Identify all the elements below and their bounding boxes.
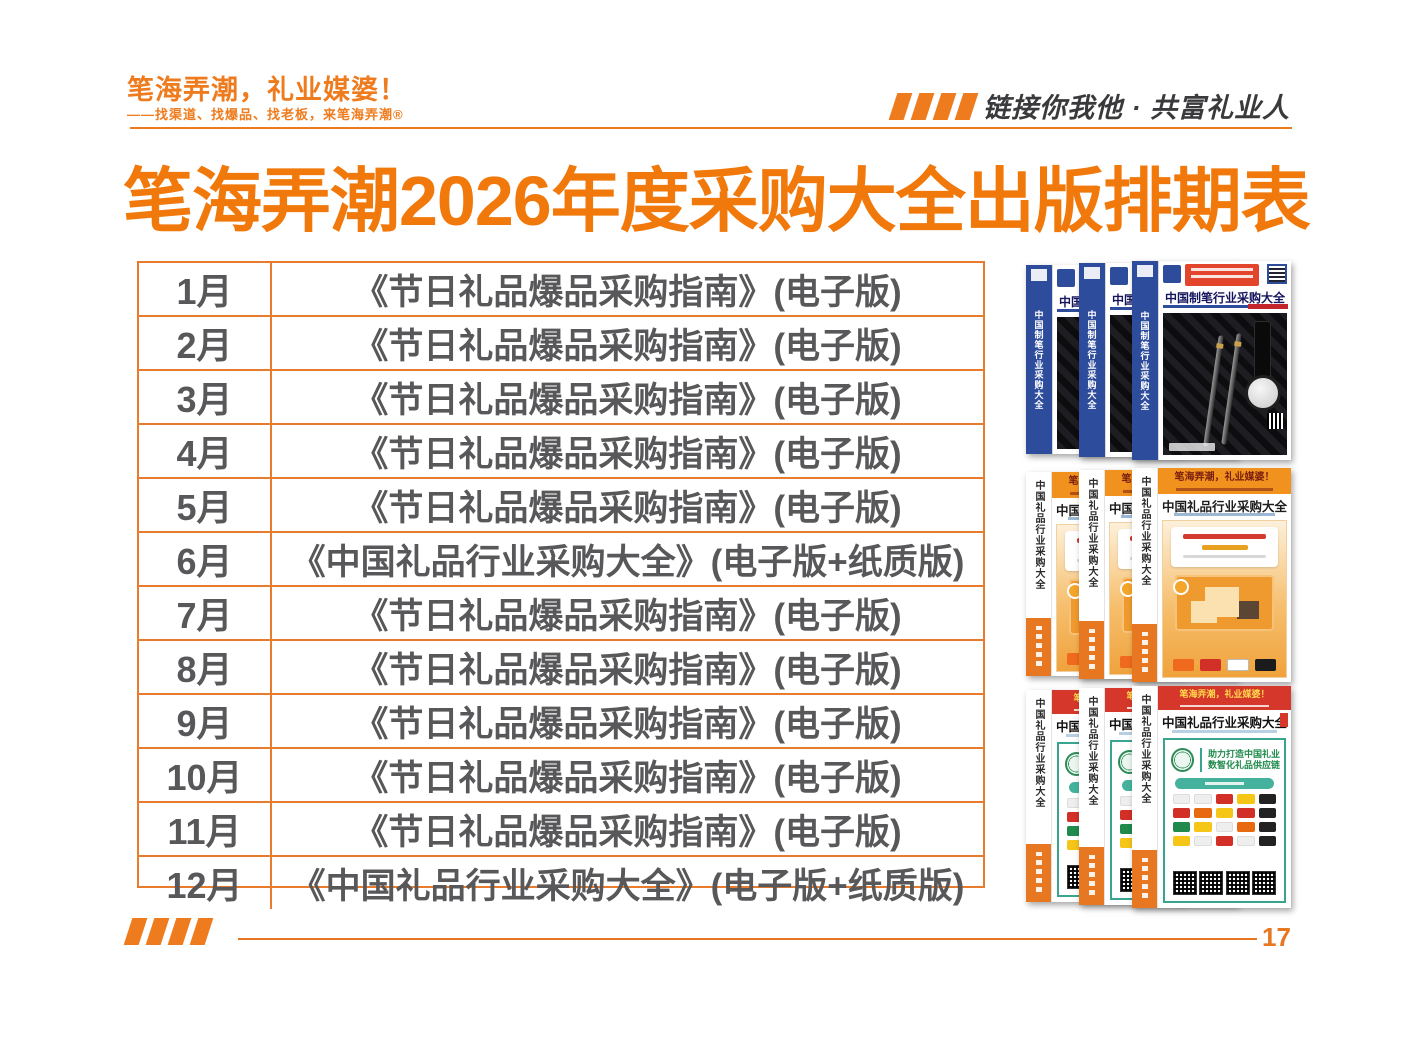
brand-title: 笔海弄潮，礼业媒婆！ <box>127 75 407 105</box>
cover-body <box>1162 520 1287 678</box>
watch-face-graphic <box>1245 375 1281 411</box>
qr-code-icon <box>1267 264 1287 284</box>
book-stack-gift-directory-orange: 中国礼品行业采购大全 笔海弄潮，礼业媒婆！ 中国礼品行业采购大全 中国礼品行业采… <box>1026 468 1291 682</box>
cover-tagline: 助力打造中国礼业 数智化礼品供应链 <box>1207 748 1280 770</box>
cover-title: 中国礼品行业采购大全 <box>1161 500 1287 514</box>
qr-code-icon <box>1173 871 1197 895</box>
book-spine: 中国礼品行业采购大全 <box>1132 468 1158 682</box>
publication-cell: 《节日礼品爆品采购指南》(电子版) <box>272 587 983 641</box>
month-cell: 11月 <box>139 803 272 857</box>
month-cell: 10月 <box>139 749 272 803</box>
brand-subtitle: ——找渠道、找爆品、找老板，来笔海弄潮® <box>127 107 404 122</box>
qr-code-row <box>1173 871 1276 895</box>
publication-cell: 《节日礼品爆品采购指南》(电子版) <box>272 803 983 857</box>
cover-body: 助力打造中国礼业 数智化礼品供应链 <box>1163 738 1286 903</box>
cover-photo <box>1163 313 1287 455</box>
book-spine: 中国礼品行业采购大全 <box>1079 470 1105 679</box>
publication-cell: 《节日礼品爆品采购指南》(电子版) <box>272 749 983 803</box>
book-spine: 中国礼品行业采购大全 <box>1132 686 1158 908</box>
association-logo-icon <box>1171 748 1195 772</box>
publication-cell: 《节日礼品爆品采购指南》(电子版) <box>272 263 983 317</box>
publisher-logo-icon <box>1110 267 1128 285</box>
book-spine: 中国制笔行业采购大全 <box>1132 261 1158 460</box>
brand-logo-grid <box>1173 794 1276 846</box>
month-cell: 5月 <box>139 479 272 533</box>
book-cover: 中国礼品行业采购大全 笔海弄潮，礼业媒婆！ 中国礼品行业采购大全 助力打造中国礼… <box>1132 686 1291 908</box>
month-cell: 4月 <box>139 425 272 479</box>
month-cell: 6月 <box>139 533 272 587</box>
promo-banner <box>1185 264 1259 286</box>
month-cell: 9月 <box>139 695 272 749</box>
header-divider <box>130 127 1292 129</box>
seal-icon <box>1173 579 1189 595</box>
book-spine: 中国制笔行业采购大全 <box>1079 263 1105 457</box>
qr-code-icon <box>1225 871 1250 895</box>
publisher-logo-icon <box>1057 269 1075 287</box>
publication-cell: 《节日礼品爆品采购指南》(电子版) <box>272 695 983 749</box>
book-spine: 中国礼品行业采购大全 <box>1026 690 1052 902</box>
header-slogan: 链接你我他 · 共富礼业人 <box>983 93 1290 123</box>
month-cell: 3月 <box>139 371 272 425</box>
publication-cell: 《中国礼品行业采购大全》(电子版+纸质版) <box>290 866 965 906</box>
caption-text <box>1169 443 1215 451</box>
gift-scene-graphic <box>1175 575 1274 631</box>
publisher-logo-icon <box>1163 265 1181 283</box>
brand-logos-row <box>1173 659 1276 671</box>
pen-graphic <box>1203 335 1224 447</box>
header-slashes-icon <box>888 93 979 120</box>
cover-title: 中国礼品行业采购大全 <box>1158 712 1291 738</box>
month-cell: 7月 <box>139 587 272 641</box>
publication-cell: 《节日礼品爆品采购指南》(电子版) <box>272 371 983 425</box>
qr-code-icon <box>1199 871 1224 895</box>
page-title: 笔海弄潮2026年度采购大全出版排期表 <box>123 162 1311 240</box>
section-pill <box>1175 778 1274 789</box>
book-spine: 中国礼品行业采购大全 <box>1079 688 1105 905</box>
publication-cell: 《中国礼品行业采购大全》(电子版+纸质版) <box>272 533 983 587</box>
advertiser-card <box>1171 527 1278 567</box>
footer-divider <box>238 938 1257 940</box>
book-spine: 中国制笔行业采购大全 <box>1026 265 1052 454</box>
book-spine: 中国礼品行业采购大全 <box>1026 472 1052 676</box>
book-stack-gift-directory-logos: 中国礼品行业采购大全 笔海弄潮，礼业媒婆！ 中国礼品行业采购大全 助力打造中国礼… <box>1026 686 1291 908</box>
cover-banner: 笔海弄潮，礼业媒婆！ <box>1158 686 1291 710</box>
pen-graphic <box>1221 333 1242 445</box>
qr-code-icon <box>1267 413 1283 429</box>
schedule-table: 1月 《节日礼品爆品采购指南》(电子版) 2月 《节日礼品爆品采购指南》(电子版… <box>137 261 985 909</box>
qr-code-icon <box>1251 871 1276 895</box>
month-cell: 1月 <box>139 263 272 317</box>
month-cell: 12月 <box>139 857 272 909</box>
publication-cell: 《节日礼品爆品采购指南》(电子版) <box>272 425 983 479</box>
publication-cell: 《节日礼品爆品采购指南》(电子版) <box>272 641 983 695</box>
publication-cell: 《节日礼品爆品采购指南》(电子版) <box>272 479 983 533</box>
cover-banner: 笔海弄潮，礼业媒婆！ <box>1158 468 1291 494</box>
book-cover: 中国制笔行业采购大全 中国制笔行业采购大全 <box>1132 261 1291 460</box>
month-cell: 8月 <box>139 641 272 695</box>
publication-cell: 《节日礼品爆品采购指南》(电子版) <box>272 317 983 371</box>
page-number: 17 <box>1262 922 1291 952</box>
month-cell: 2月 <box>139 317 272 371</box>
footer-slashes-icon <box>123 918 214 945</box>
book-stack-pen-directory: 中国制笔行业采购大全 中国制笔行业采购大全 中国制笔行业采购大全 中国制笔行业采… <box>1026 261 1291 460</box>
book-cover: 中国礼品行业采购大全 笔海弄潮，礼业媒婆！ 中国礼品行业采购大全 <box>1132 468 1291 682</box>
